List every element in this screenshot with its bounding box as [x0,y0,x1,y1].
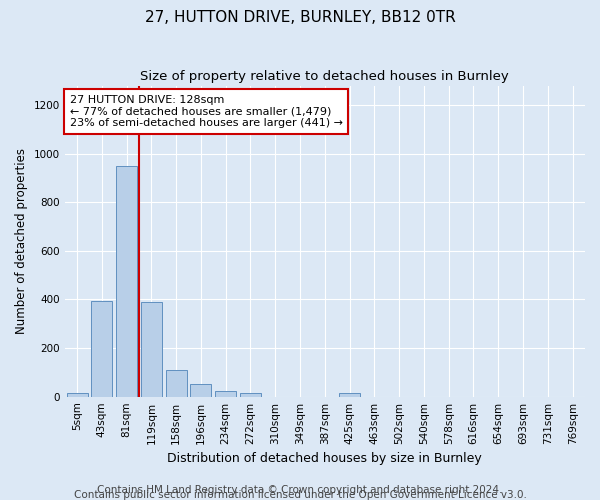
Bar [116,166,137,396]
Bar [67,393,88,396]
Bar [240,394,261,396]
X-axis label: Distribution of detached houses by size in Burnley: Distribution of detached houses by size … [167,452,482,465]
Text: 27, HUTTON DRIVE, BURNLEY, BB12 0TR: 27, HUTTON DRIVE, BURNLEY, BB12 0TR [145,10,455,25]
Text: Contains public sector information licensed under the Open Government Licence v3: Contains public sector information licen… [74,490,526,500]
Bar [91,300,112,396]
Bar [215,390,236,396]
Text: 27 HUTTON DRIVE: 128sqm
← 77% of detached houses are smaller (1,479)
23% of semi: 27 HUTTON DRIVE: 128sqm ← 77% of detache… [70,95,343,128]
Text: Contains HM Land Registry data © Crown copyright and database right 2024.: Contains HM Land Registry data © Crown c… [97,485,503,495]
Bar [141,302,162,396]
Y-axis label: Number of detached properties: Number of detached properties [15,148,28,334]
Title: Size of property relative to detached houses in Burnley: Size of property relative to detached ho… [140,70,509,83]
Bar [339,393,360,396]
Bar [166,370,187,396]
Bar [190,384,211,396]
